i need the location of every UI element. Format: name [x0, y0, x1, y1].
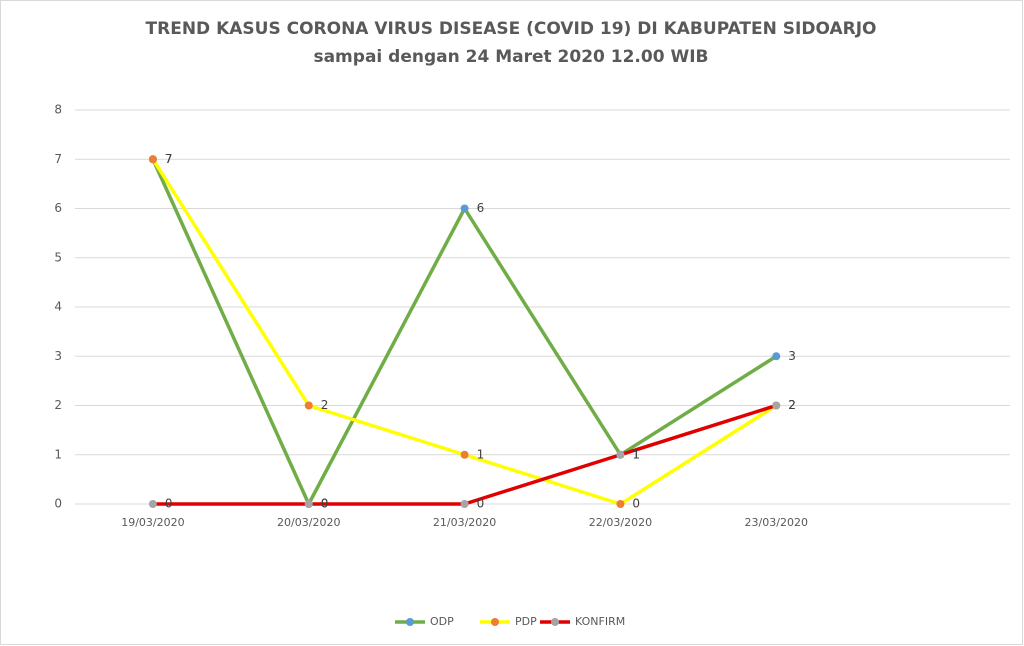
y-tick-label: 4: [54, 300, 62, 314]
data-point: [460, 204, 469, 213]
data-point: [460, 500, 469, 508]
data-label: 0: [632, 497, 640, 511]
data-label: 1: [632, 447, 640, 461]
data-point: [460, 450, 469, 459]
y-tick-label: 1: [54, 447, 62, 461]
x-tick-label: 21/03/2020: [433, 516, 496, 529]
data-point: [772, 352, 781, 361]
legend-marker: [551, 618, 559, 626]
data-label: 3: [788, 349, 796, 363]
data-point: [304, 401, 313, 410]
data-label: 0: [321, 497, 329, 511]
data-label: 7: [165, 152, 173, 166]
x-tick-label: 23/03/2020: [745, 516, 808, 529]
legend-marker: [406, 618, 414, 626]
data-label: 0: [321, 497, 329, 511]
data-label: 1: [477, 447, 485, 461]
data-label: 2: [788, 398, 796, 412]
y-tick-label: 3: [54, 349, 62, 363]
y-tick-label: 2: [54, 398, 62, 412]
y-tick-label: 5: [54, 250, 62, 264]
data-label: 1: [632, 447, 640, 461]
y-tick-label: 6: [54, 201, 62, 215]
data-point: [304, 500, 313, 508]
legend-label: KONFIRM: [575, 615, 625, 628]
data-label: 0: [165, 497, 173, 511]
y-tick-label: 7: [54, 152, 62, 166]
data-point: [616, 500, 625, 508]
x-tick-label: 22/03/2020: [589, 516, 652, 529]
chart-title: TREND KASUS CORONA VIRUS DISEASE (COVID …: [146, 19, 877, 39]
data-label: 0: [477, 497, 485, 511]
y-tick-label: 0: [54, 497, 62, 511]
legend-marker: [491, 618, 499, 626]
x-tick-label: 20/03/2020: [277, 516, 340, 529]
x-tick-label: 19/03/2020: [121, 516, 184, 529]
data-label: 2: [788, 398, 796, 412]
data-point: [148, 500, 157, 508]
data-label: 7: [165, 152, 173, 166]
data-label: 6: [477, 201, 485, 215]
data-point: [148, 155, 157, 164]
data-point: [772, 401, 781, 410]
data-point: [616, 450, 625, 459]
y-tick-label: 8: [54, 103, 62, 117]
legend-label: ODP: [430, 615, 454, 628]
chart-subtitle: sampai dengan 24 Maret 2020 12.00 WIB: [313, 47, 708, 67]
legend-label: PDP: [515, 615, 537, 628]
data-label: 2: [321, 398, 329, 412]
